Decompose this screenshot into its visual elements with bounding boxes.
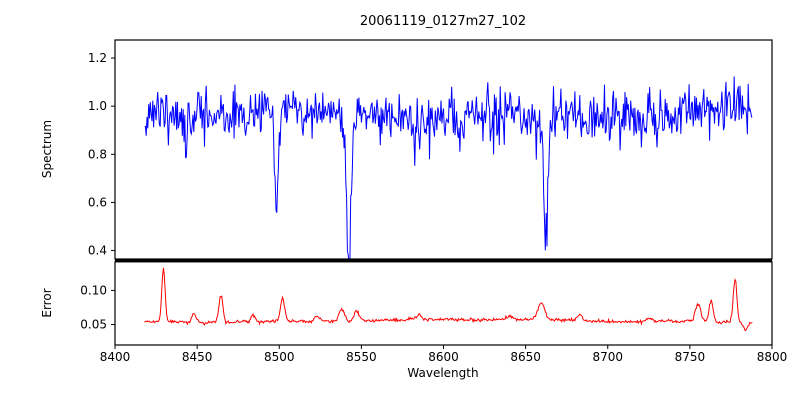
- error-panel-frame: [114, 261, 773, 346]
- spectrum-y-tick-label: 1.2: [88, 51, 107, 65]
- spectrum-panel-frame: [114, 39, 773, 260]
- error-y-tick-label: 0.10: [80, 283, 107, 297]
- x-axis-label: Wavelength: [407, 366, 479, 380]
- panel-divider: [115, 258, 772, 263]
- x-tick-label: 8800: [757, 350, 788, 364]
- x-tick-label: 8450: [182, 350, 213, 364]
- spectrum-y-tick-label: 0.4: [88, 244, 107, 258]
- spectrum-line: [144, 76, 753, 259]
- spectrum-y-tick-label: 0.6: [88, 195, 107, 209]
- x-tick-label: 8650: [510, 350, 541, 364]
- x-tick-label: 8750: [675, 350, 706, 364]
- x-tick-label: 8550: [346, 350, 377, 364]
- x-tick-label: 8500: [264, 350, 295, 364]
- x-tick-label: 8700: [592, 350, 623, 364]
- spectrum-y-tick-label: 1.0: [88, 99, 107, 113]
- spectrum-y-tick-label: 0.8: [88, 147, 107, 161]
- x-tick-label: 8600: [428, 350, 459, 364]
- chart-title: 20061119_0127m27_102: [359, 14, 527, 29]
- error-y-tick-label: 0.05: [80, 318, 107, 332]
- error-line: [144, 267, 753, 332]
- x-tick-label: 8400: [100, 350, 131, 364]
